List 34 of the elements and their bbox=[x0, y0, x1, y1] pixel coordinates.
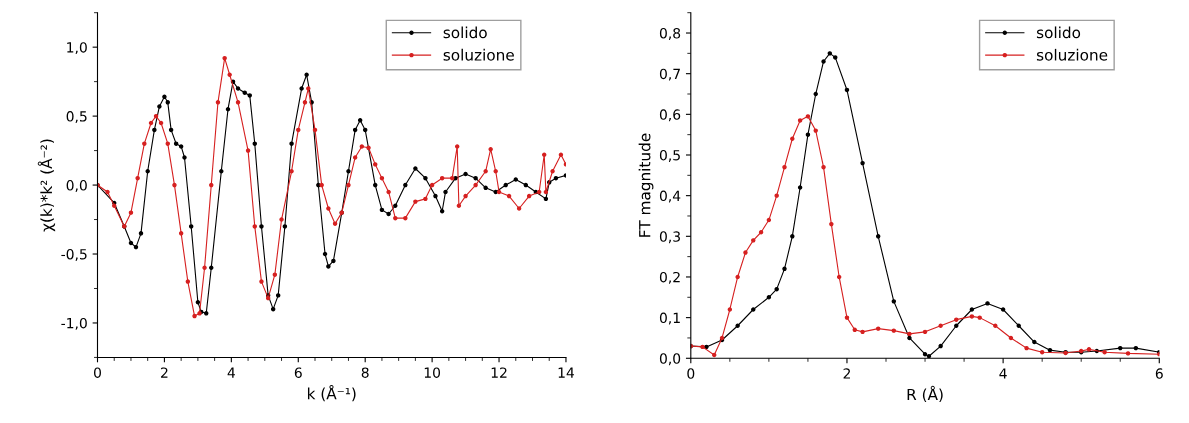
x-tick-label: 4 bbox=[227, 367, 235, 378]
x-tick-label: 0 bbox=[687, 368, 695, 379]
y-tick-label: 0,0 bbox=[659, 353, 681, 366]
y-tick-label: -1,0 bbox=[61, 317, 87, 330]
x-tick-label: 2 bbox=[161, 367, 168, 378]
legend-label: solido bbox=[1036, 26, 1081, 39]
y-axis-title: χ(k)*k² (Å⁻²) bbox=[37, 139, 56, 232]
x-tick-label: 4 bbox=[999, 368, 1007, 379]
legend-label: soluzione bbox=[443, 48, 514, 61]
x-tick-label: 10 bbox=[424, 367, 441, 378]
legend-label: solido bbox=[443, 26, 487, 39]
y-tick-label: 0,6 bbox=[659, 109, 681, 122]
x-axis-title: R (Å) bbox=[907, 385, 943, 403]
x-tick-label: 2 bbox=[843, 368, 850, 379]
y-tick-label: -0,5 bbox=[61, 248, 87, 261]
x-tick-label: 8 bbox=[361, 367, 369, 378]
x-tick-label: 6 bbox=[294, 367, 302, 378]
x-tick-label: 12 bbox=[491, 367, 507, 378]
y-axis-title: FT magnitude bbox=[638, 133, 654, 237]
y-tick-label: 0,2 bbox=[659, 271, 680, 284]
y-tick-label: 0,3 bbox=[659, 231, 680, 244]
x-axis-title: k (Å⁻¹) bbox=[307, 384, 356, 402]
y-tick-label: 0,0 bbox=[66, 180, 87, 192]
y-tick-label: 1,0 bbox=[67, 42, 87, 55]
y-tick-label: 0,5 bbox=[66, 111, 87, 123]
y-tick-label: 0,8 bbox=[659, 27, 681, 40]
x-tick-label: 14 bbox=[558, 367, 575, 378]
legend-label: soluzione bbox=[1036, 48, 1108, 61]
y-tick-label: 0,7 bbox=[659, 68, 680, 81]
x-tick-label: 6 bbox=[1155, 368, 1163, 379]
y-tick-label: 0,4 bbox=[659, 190, 681, 203]
x-tick-label: 0 bbox=[94, 367, 101, 378]
y-tick-label: 0,5 bbox=[659, 149, 680, 162]
y-tick-label: 0,1 bbox=[659, 312, 680, 325]
